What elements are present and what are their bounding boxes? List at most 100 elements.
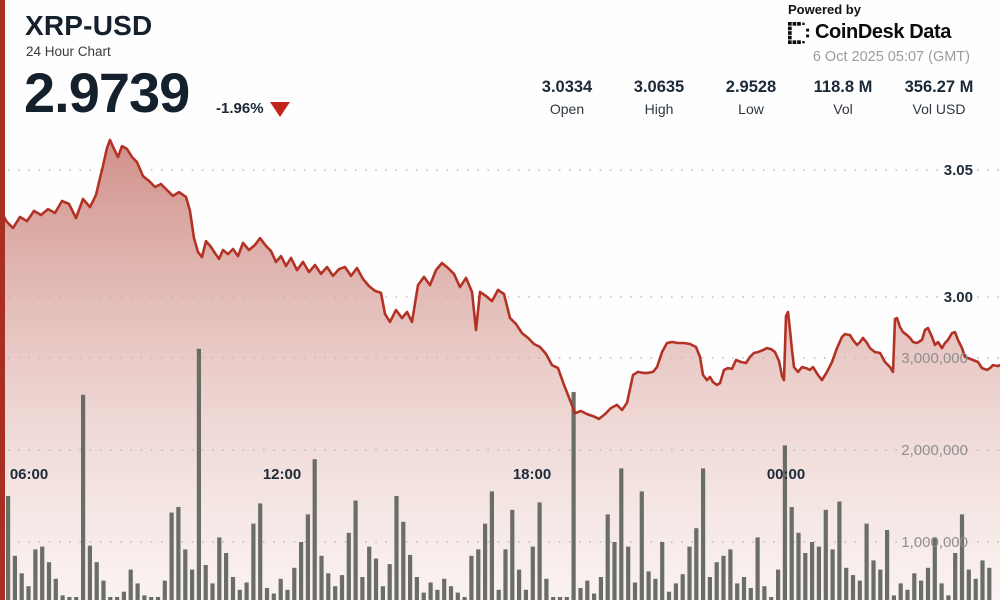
volume-bar	[183, 549, 188, 600]
volume-bar	[237, 589, 242, 600]
volume-bar	[680, 574, 685, 600]
vol-label: Vol	[833, 101, 853, 117]
volume-bar	[401, 521, 406, 600]
volume-bar	[496, 589, 501, 600]
volume-bar	[714, 562, 719, 600]
volume-bar	[639, 491, 644, 600]
volume-bar	[980, 560, 985, 600]
volume-bar	[987, 567, 992, 600]
volume-bar	[442, 578, 447, 600]
volume-bar	[149, 597, 154, 600]
volume-bar	[769, 597, 774, 600]
volume-bar	[435, 589, 440, 600]
volume-bar	[278, 578, 283, 600]
volume-bar	[925, 567, 931, 600]
volume-bar	[162, 580, 167, 600]
volume-bar	[373, 558, 379, 600]
volume-bar	[653, 578, 658, 600]
volume-bar	[578, 588, 583, 600]
volume-bar	[339, 575, 345, 600]
volume-bar	[523, 589, 528, 600]
volume-bar	[530, 546, 535, 600]
volume-bar	[121, 591, 126, 600]
volume-bar	[803, 553, 808, 600]
volume-bar	[619, 468, 624, 600]
volume-bar	[762, 586, 767, 600]
volume-bar	[966, 569, 971, 600]
volume-bar	[448, 586, 454, 600]
stat-open: 3.0334 Open	[536, 78, 598, 117]
volume-bar	[203, 565, 208, 600]
volume-bar	[735, 583, 740, 600]
time-axis-label: 18:00	[513, 466, 551, 483]
open-label: Open	[549, 101, 585, 117]
vol-usd-value: 356.27 M	[904, 78, 974, 96]
volume-bar	[176, 507, 181, 600]
volume-bar	[264, 588, 270, 600]
coindesk-logo-icon	[788, 21, 810, 44]
volume-bar	[789, 507, 794, 600]
volume-bar	[830, 549, 835, 600]
volume-bar	[108, 597, 113, 600]
volume-bar	[823, 509, 828, 600]
volume-bar	[94, 562, 99, 600]
vol-usd-label: Vol USD	[912, 101, 966, 117]
volume-bar	[26, 586, 31, 600]
volume-bar	[53, 578, 58, 600]
volume-bar	[564, 597, 569, 600]
volume-bar	[115, 597, 120, 600]
volume-bar	[258, 503, 263, 600]
chart-subtitle: 24 Hour Chart	[26, 44, 111, 59]
volume-bar	[60, 595, 65, 600]
volume-bar	[33, 549, 38, 600]
volume-bar	[544, 578, 549, 600]
volume-bar	[251, 523, 256, 600]
volume-bar	[871, 560, 876, 600]
volume-bar	[81, 394, 86, 600]
volume-bar	[891, 595, 896, 600]
volume-bar	[510, 509, 515, 600]
powered-by-label: Powered by	[788, 2, 861, 17]
volume-bar	[898, 583, 903, 600]
volume-bar	[74, 597, 79, 600]
volume-bar	[469, 555, 474, 600]
stat-vol-usd: 356.27 M Vol USD	[904, 78, 974, 117]
volume-bar	[19, 573, 24, 600]
volume-bar	[721, 555, 726, 600]
volume-bar	[135, 583, 140, 600]
volume-bar	[810, 542, 815, 600]
volume-bar	[755, 537, 760, 600]
volume-bar	[346, 532, 351, 600]
left-edge-strip	[0, 0, 5, 600]
volume-bar	[707, 577, 712, 600]
time-axis-label: 06:00	[10, 466, 48, 483]
volume-axis-label: 2,000,000	[901, 442, 968, 459]
volume-bar	[312, 459, 317, 600]
volume-bar	[626, 546, 631, 600]
volume-bar	[305, 514, 310, 600]
volume-bar	[646, 571, 651, 600]
volume-bar	[660, 542, 665, 600]
low-value: 2.9528	[725, 78, 777, 96]
vol-value: 118.8 M	[813, 78, 873, 96]
volume-bar	[598, 577, 603, 600]
coindesk-data-link[interactable]: CoinDesk Data	[788, 21, 970, 44]
volume-bar	[741, 577, 747, 600]
volume-bar	[230, 577, 236, 600]
stat-low: 2.9528 Low	[720, 78, 782, 117]
volume-bar	[551, 597, 556, 600]
volume-bar	[946, 595, 951, 600]
volume-bar	[489, 491, 494, 600]
volume-bar	[367, 546, 372, 600]
volume-axis-label: 3,000,000	[901, 350, 968, 367]
volume-bar	[67, 597, 72, 600]
stat-vol: 118.8 M Vol	[812, 78, 874, 117]
volume-bar	[919, 580, 924, 600]
volume-bar	[932, 537, 937, 600]
volume-bar	[190, 569, 195, 600]
volume-bar	[673, 583, 678, 600]
volume-bar	[912, 573, 917, 600]
volume-bar	[796, 532, 801, 600]
volume-bar	[776, 569, 781, 600]
price-area-fill	[0, 140, 1000, 600]
